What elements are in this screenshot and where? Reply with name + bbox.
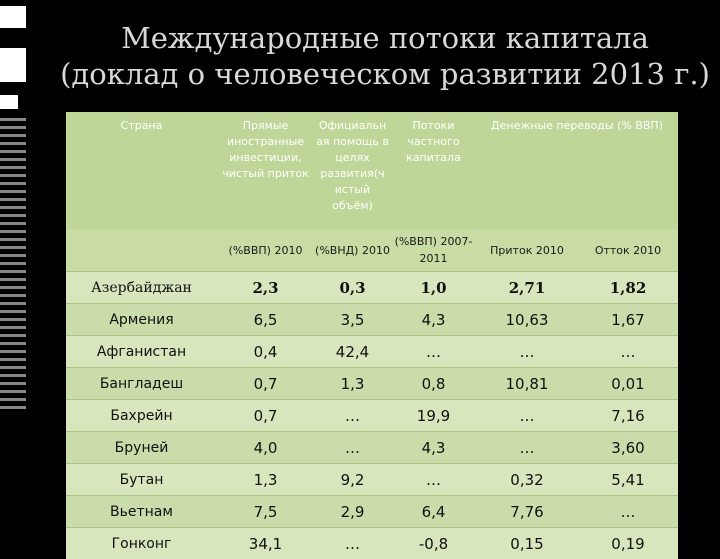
- cell-remittance-inflow: 0,32: [476, 464, 578, 496]
- cell-private-capital: 0,8: [391, 368, 476, 400]
- subheader-fdi: (%ВВП) 2010: [217, 229, 314, 272]
- cell-private-capital: 4,3: [391, 432, 476, 464]
- cell-oda: 9,2: [314, 464, 391, 496]
- subheader-private-capital: (%ВВП) 2007-2011: [391, 229, 476, 272]
- header-remittances: Денежные переводы (% ВВП): [476, 112, 678, 229]
- table-subheader-row: (%ВВП) 2010 (%ВНД) 2010 (%ВВП) 2007-2011…: [66, 229, 678, 272]
- sidebar-decoration: [0, 95, 18, 109]
- cell-country: Бахрейн: [66, 400, 217, 432]
- cell-remittance-outflow: 7,16: [578, 400, 678, 432]
- cell-remittance-inflow: 0,15: [476, 528, 578, 559]
- slide-title: Международные потоки капитала (доклад о …: [60, 20, 710, 92]
- cell-remittance-outflow: 0,01: [578, 368, 678, 400]
- cell-remittance-outflow: …: [578, 336, 678, 368]
- cell-oda: 2,9: [314, 496, 391, 528]
- cell-remittance-outflow: 0,19: [578, 528, 678, 559]
- cell-private-capital: …: [391, 464, 476, 496]
- subheader-inflow: Приток 2010: [476, 229, 578, 272]
- cell-remittance-outflow: …: [578, 496, 678, 528]
- cell-remittance-inflow: …: [476, 336, 578, 368]
- cell-fdi: 0,4: [217, 336, 314, 368]
- cell-fdi: 6,5: [217, 304, 314, 336]
- cell-remittance-inflow: 7,76: [476, 496, 578, 528]
- cell-oda: 3,5: [314, 304, 391, 336]
- cell-fdi: 7,5: [217, 496, 314, 528]
- cell-remittance-outflow: 5,41: [578, 464, 678, 496]
- cell-remittance-inflow: 2,71: [476, 272, 578, 304]
- cell-private-capital: 6,4: [391, 496, 476, 528]
- cell-country: Бангладеш: [66, 368, 217, 400]
- cell-remittance-outflow: 1,82: [578, 272, 678, 304]
- cell-remittance-outflow: 1,67: [578, 304, 678, 336]
- cell-country: Вьетнам: [66, 496, 217, 528]
- header-country: Страна: [66, 112, 217, 229]
- title-line-1: Международные потоки капитала: [60, 20, 710, 56]
- cell-oda: 1,3: [314, 368, 391, 400]
- subheader-country: [66, 229, 217, 272]
- cell-country: Афганистан: [66, 336, 217, 368]
- cell-country: Бутан: [66, 464, 217, 496]
- cell-fdi: 0,7: [217, 400, 314, 432]
- subheader-outflow: Отток 2010: [578, 229, 678, 272]
- cell-fdi: 2,3: [217, 272, 314, 304]
- cell-oda: …: [314, 432, 391, 464]
- cell-fdi: 34,1: [217, 528, 314, 559]
- cell-oda: 0,3: [314, 272, 391, 304]
- table-header-row: Страна Прямые иностранные инвестиции, чи…: [66, 112, 678, 229]
- cell-remittance-inflow: …: [476, 400, 578, 432]
- cell-fdi: 1,3: [217, 464, 314, 496]
- sidebar-stripes: [0, 118, 26, 418]
- title-line-2: (доклад о человеческом развитии 2013 г.): [60, 56, 710, 92]
- sidebar-decoration: [0, 6, 26, 28]
- sidebar-decoration: [0, 48, 26, 82]
- cell-fdi: 0,7: [217, 368, 314, 400]
- cell-country: Армения: [66, 304, 217, 336]
- header-private-capital: Потоки частного капитала: [391, 112, 476, 229]
- cell-private-capital: 1,0: [391, 272, 476, 304]
- cell-country: Гонконг: [66, 528, 217, 559]
- header-oda: Официальн ая помощь в целях развития(ч и…: [314, 112, 391, 229]
- cell-remittance-inflow: …: [476, 432, 578, 464]
- cell-fdi: 4,0: [217, 432, 314, 464]
- cell-private-capital: -0,8: [391, 528, 476, 559]
- cell-country: Бруней: [66, 432, 217, 464]
- cell-country: Азербайджан: [66, 272, 217, 304]
- cell-private-capital: …: [391, 336, 476, 368]
- header-fdi: Прямые иностранные инвестиции, чистый пр…: [217, 112, 314, 229]
- cell-oda: …: [314, 400, 391, 432]
- cell-private-capital: 4,3: [391, 304, 476, 336]
- cell-oda: 42,4: [314, 336, 391, 368]
- subheader-oda: (%ВНД) 2010: [314, 229, 391, 272]
- cell-oda: …: [314, 528, 391, 559]
- capital-flows-table: Страна Прямые иностранные инвестиции, чи…: [66, 112, 678, 532]
- cell-remittance-inflow: 10,81: [476, 368, 578, 400]
- cell-remittance-inflow: 10,63: [476, 304, 578, 336]
- cell-private-capital: 19,9: [391, 400, 476, 432]
- cell-remittance-outflow: 3,60: [578, 432, 678, 464]
